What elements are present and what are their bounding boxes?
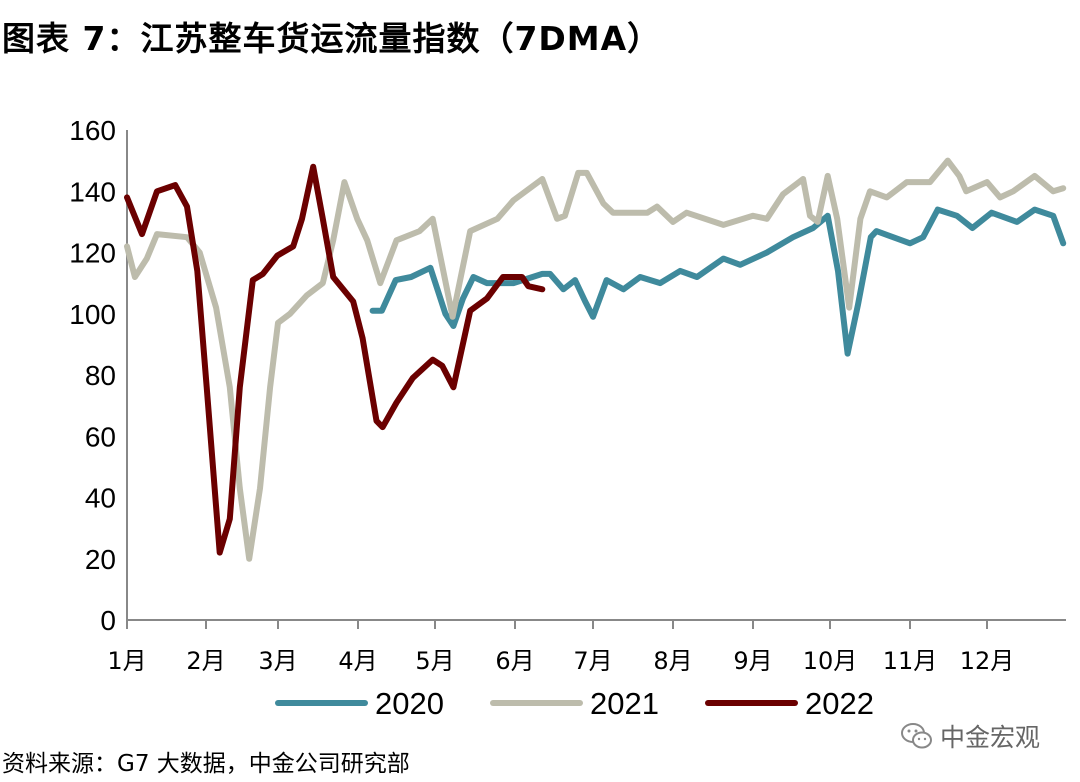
x-tick-label: 12月 [960,647,1015,675]
y-tick-label: 60 [85,421,116,452]
x-tick-label: 5月 [415,647,454,675]
series-line-2020 [369,206,1067,357]
y-tick-label: 140 [69,176,116,207]
y-tick-label: 100 [69,299,116,330]
y-tick-label: 120 [69,238,116,269]
legend-label-2020: 2020 [375,686,444,721]
source-note: 资料来源：G7 大数据，中金公司研究部 [2,751,410,777]
legend-label-2021: 2021 [590,686,659,721]
y-tick-label: 40 [85,483,116,514]
x-tick-label: 3月 [258,647,297,675]
x-axis: 1月 2月 3月 4月 5月 6月 7月 8月 9月 10月 11月 12月 [107,619,1066,675]
x-tick-label: 2月 [186,647,225,675]
x-tick-label: 1月 [107,647,146,675]
legend-label-2022: 2022 [805,686,874,721]
series-line-2021 [124,157,1067,562]
x-tick-label: 9月 [733,647,772,675]
y-axis: 0 20 40 60 80 100 120 140 160 [69,115,128,636]
x-tick-label: 4月 [338,647,377,675]
y-tick-label: 0 [100,605,116,636]
legend: 2020 2021 2022 [275,686,874,721]
series-lines [124,157,1067,562]
y-tick-label: 20 [85,544,116,575]
x-tick-label: 11月 [883,647,938,675]
watermark-logo: 中金宏观 [900,718,1040,754]
x-tick-label: 8月 [653,647,692,675]
chart-title: 图表 7：江苏整车货运流量指数（7DMA） [2,19,662,58]
series-line-2022 [124,163,546,556]
x-tick-label: 7月 [573,647,612,675]
wechat-icon [901,723,932,749]
x-tick-label: 10月 [803,647,858,675]
watermark-text: 中金宏观 [940,723,1041,752]
y-tick-label: 160 [69,115,116,146]
x-tick-label: 6月 [495,647,534,675]
y-tick-label: 80 [85,360,116,391]
